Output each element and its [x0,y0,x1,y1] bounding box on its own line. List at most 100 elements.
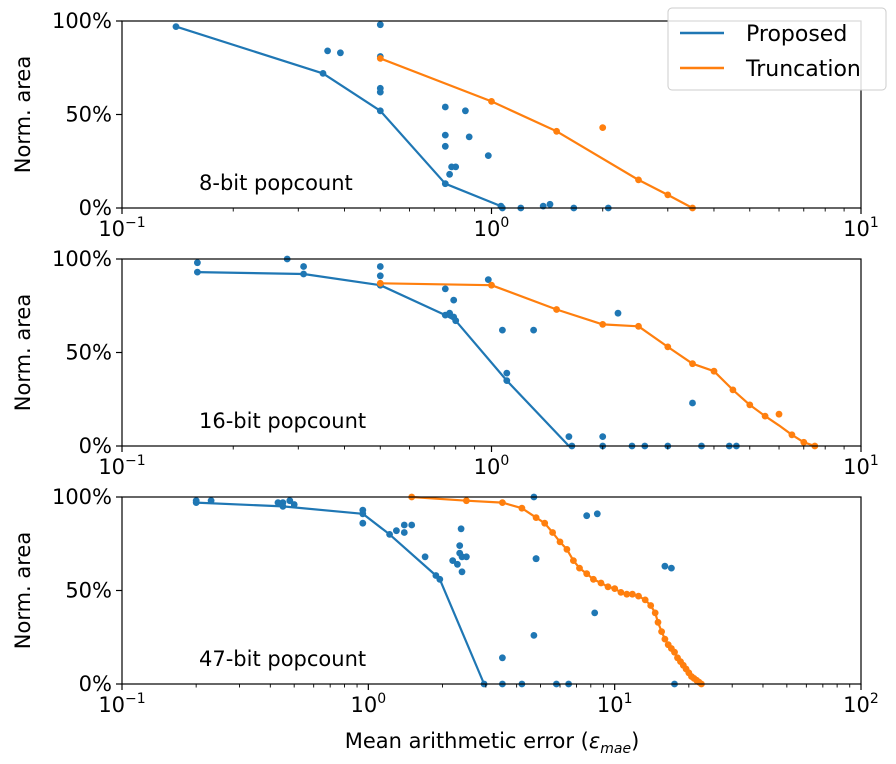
data-point-truncation [800,438,808,446]
x-tick-base: 10 [98,217,125,241]
data-point-proposed [400,521,408,529]
x-axis-label-part: ) [631,729,639,753]
x-tick-base: 10 [597,693,624,717]
data-point-proposed [503,377,511,384]
data-point-proposed [599,433,607,440]
data-point-truncation [664,343,672,351]
x-tick-exponent: −1 [125,215,146,231]
data-point-proposed [359,519,367,527]
data-point-truncation [788,431,796,439]
data-point-truncation [553,306,560,313]
data-point-proposed [441,103,449,111]
x-tick-label: 100 [474,453,510,479]
panel-annotation: 16-bit popcount [199,409,366,433]
x-tick-label: 100 [474,215,510,241]
data-point-truncation [671,648,678,656]
series-line-truncation [411,495,703,685]
panel-annotation: 8-bit popcount [199,171,353,195]
legend-label-truncation: Truncation [745,57,861,82]
data-point-proposed [441,142,449,150]
data-point-proposed [452,317,460,325]
data-point-truncation [647,602,655,609]
data-point-proposed [591,609,599,617]
data-point-truncation [604,583,612,591]
data-point-truncation [599,124,607,131]
data-point-proposed [324,47,331,55]
x-tick-base: 10 [98,693,125,717]
data-point-proposed [408,521,416,529]
data-point-truncation [635,592,642,600]
data-point-truncation [597,579,605,587]
y-tick-label: 0% [79,434,112,458]
data-point-truncation [661,635,669,643]
x-tick-base: 10 [474,217,501,241]
data-point-proposed [565,433,573,440]
data-point-truncation [761,412,769,420]
data-point-proposed [661,562,669,570]
data-point-truncation [629,590,636,598]
plot-area [192,493,705,688]
data-point-truncation [556,538,564,546]
data-point-truncation [563,546,571,553]
data-point-proposed [376,21,384,29]
y-tick-label: 0% [79,196,112,220]
data-point-proposed [441,180,449,188]
data-point-proposed [593,510,601,518]
data-point-truncation [376,279,384,287]
data-point-proposed [274,499,282,506]
data-point-truncation [658,628,665,635]
data-point-proposed [376,88,384,96]
data-point-proposed [614,309,622,317]
x-axis-label-part: Mean arithmetic error ( [345,729,589,753]
data-point-proposed [546,200,554,208]
data-point-proposed [359,510,367,518]
data-point-truncation [599,321,607,328]
data-point-proposed [376,263,384,270]
x-tick-exponent: 0 [377,691,386,707]
data-point-truncation [576,564,583,572]
x-tick-exponent: 1 [624,691,633,707]
data-point-proposed [689,399,696,407]
data-point-proposed [337,49,344,57]
data-point-truncation [635,322,642,330]
x-tick-label: 101 [843,215,879,241]
legend-label-proposed: Proposed [746,22,847,47]
data-point-truncation [746,401,754,409]
x-axis-label: Mean arithmetic error (εmae) [345,729,640,757]
x-tick-exponent: 1 [870,453,879,469]
data-point-proposed [499,326,506,334]
data-point-truncation [775,410,783,418]
x-tick-exponent: −1 [125,453,146,469]
data-point-proposed [290,501,298,508]
data-point-proposed [376,107,384,115]
data-point-truncation [651,609,659,617]
data-point-truncation [617,589,625,596]
x-tick-label: 10−1 [98,453,145,479]
x-tick-label: 101 [843,453,879,479]
data-point-proposed [530,326,537,334]
data-point-proposed [454,560,461,568]
y-tick-label: 50% [65,103,112,127]
data-point-truncation [553,127,560,135]
data-point-proposed [319,70,327,77]
panel-annotation: 47-bit popcount [199,647,366,671]
y-axis-label: Norm. area [11,56,35,173]
data-point-truncation [549,529,556,536]
data-point-proposed [484,276,492,283]
data-point-proposed [458,568,466,576]
data-point-truncation [635,176,642,184]
x-tick-label: 102 [843,691,879,717]
y-tick-label: 100% [52,247,112,271]
data-point-proposed [463,553,470,561]
data-point-proposed [192,499,200,506]
data-point-proposed [457,525,465,533]
x-tick-base: 10 [843,217,870,241]
data-point-proposed [286,497,294,505]
data-point-truncation [611,585,619,592]
series-line-truncation [379,57,694,209]
y-tick-label: 0% [79,672,112,696]
x-tick-base: 10 [843,455,870,479]
